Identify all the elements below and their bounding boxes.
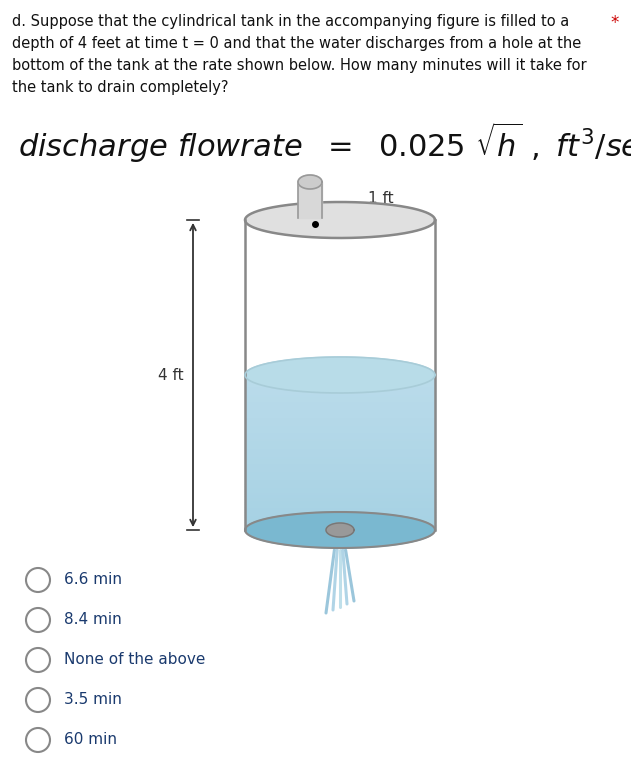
Text: $\mathit{discharge\ flowrate}$  $=$  $\mathit{0.025}\ \sqrt{\mathit{h}}\ \mathit: $\mathit{discharge\ flowrate}$ $=$ $\mat… bbox=[18, 120, 631, 165]
Bar bbox=[245, 406, 435, 408]
Bar bbox=[245, 429, 435, 432]
Bar bbox=[245, 458, 435, 460]
Bar bbox=[245, 507, 435, 509]
Bar bbox=[245, 502, 435, 504]
Bar bbox=[245, 473, 435, 476]
Bar bbox=[245, 504, 435, 507]
Bar bbox=[245, 471, 435, 473]
Bar bbox=[245, 421, 435, 424]
Polygon shape bbox=[326, 523, 354, 537]
Bar bbox=[245, 416, 435, 419]
Bar bbox=[245, 486, 435, 488]
Bar bbox=[245, 401, 435, 404]
Text: 3.5 min: 3.5 min bbox=[64, 693, 122, 707]
Bar bbox=[245, 419, 435, 421]
Text: 4 ft: 4 ft bbox=[158, 368, 184, 382]
Bar bbox=[245, 380, 435, 382]
Text: 1 ft: 1 ft bbox=[369, 191, 394, 206]
Bar bbox=[245, 527, 435, 530]
Bar bbox=[245, 525, 435, 527]
Bar bbox=[245, 514, 435, 517]
Text: 6.6 min: 6.6 min bbox=[64, 573, 122, 587]
Bar bbox=[245, 455, 435, 458]
Bar bbox=[245, 476, 435, 478]
Bar bbox=[245, 450, 435, 453]
Bar bbox=[245, 447, 435, 450]
Text: 8.4 min: 8.4 min bbox=[64, 612, 122, 628]
Polygon shape bbox=[245, 202, 435, 238]
Bar bbox=[245, 427, 435, 429]
Bar bbox=[245, 517, 435, 520]
Bar bbox=[245, 378, 435, 380]
Bar bbox=[245, 492, 435, 494]
Bar bbox=[245, 494, 435, 496]
Polygon shape bbox=[245, 357, 435, 393]
Bar bbox=[245, 437, 435, 439]
Bar bbox=[245, 478, 435, 481]
Bar bbox=[245, 453, 435, 455]
Bar bbox=[245, 414, 435, 416]
Bar bbox=[245, 499, 435, 502]
Bar bbox=[245, 404, 435, 406]
Bar bbox=[245, 375, 435, 378]
Bar bbox=[245, 468, 435, 471]
Bar bbox=[245, 398, 435, 401]
Bar bbox=[245, 488, 435, 492]
Bar bbox=[245, 465, 435, 468]
Bar bbox=[245, 424, 435, 427]
Bar bbox=[245, 408, 435, 411]
Text: bottom of the tank at the rate shown below. How many minutes will it take for: bottom of the tank at the rate shown bel… bbox=[12, 58, 587, 73]
Bar bbox=[245, 388, 435, 390]
Bar bbox=[245, 460, 435, 463]
Bar bbox=[245, 396, 435, 398]
Bar bbox=[245, 512, 435, 514]
Bar bbox=[245, 520, 435, 522]
Bar bbox=[245, 390, 435, 393]
Bar bbox=[245, 435, 435, 437]
Text: None of the above: None of the above bbox=[64, 653, 205, 668]
Polygon shape bbox=[245, 512, 435, 548]
Bar bbox=[245, 386, 435, 388]
Text: d. Suppose that the cylindrical tank in the accompanying figure is filled to a: d. Suppose that the cylindrical tank in … bbox=[12, 14, 569, 29]
Bar bbox=[298, 182, 322, 218]
Text: *: * bbox=[610, 14, 618, 32]
Bar bbox=[245, 463, 435, 465]
Bar bbox=[245, 445, 435, 447]
Bar bbox=[245, 509, 435, 512]
Bar bbox=[245, 411, 435, 414]
Bar bbox=[245, 522, 435, 525]
Bar bbox=[245, 439, 435, 442]
Bar bbox=[245, 442, 435, 445]
Text: the tank to drain completely?: the tank to drain completely? bbox=[12, 80, 228, 95]
Polygon shape bbox=[298, 175, 322, 189]
Bar bbox=[245, 496, 435, 499]
Bar bbox=[245, 393, 435, 396]
Text: 60 min: 60 min bbox=[64, 732, 117, 748]
Bar bbox=[245, 481, 435, 484]
Bar bbox=[245, 382, 435, 386]
Bar bbox=[245, 484, 435, 486]
Bar bbox=[245, 432, 435, 435]
Text: depth of 4 feet at time t = 0 and that the water discharges from a hole at the: depth of 4 feet at time t = 0 and that t… bbox=[12, 36, 581, 51]
